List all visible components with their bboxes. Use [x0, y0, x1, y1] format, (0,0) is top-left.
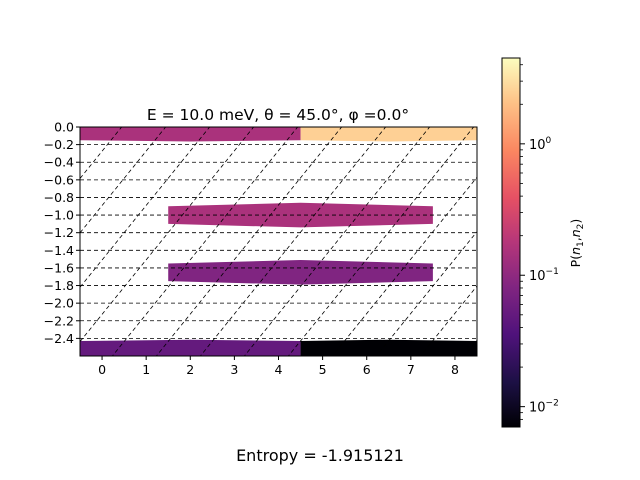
x-tick-label-8: 8: [451, 362, 459, 377]
y-tick-label-0: 0.0: [54, 120, 74, 135]
y-tick-label-6: −1.2: [44, 225, 74, 240]
diag-gridline-3: [80, 127, 167, 234]
diag-gridline-10: [287, 127, 475, 356]
diag-gridline-9: [243, 127, 431, 356]
x-tick-label-7: 7: [407, 362, 415, 377]
x-axis: 0 1 2 3 4 5 6 7 8: [98, 356, 459, 377]
y-tick-label-11: −2.2: [44, 313, 74, 328]
y-axis: 0.0 −0.2 −0.4 −0.6 −0.8 −1.0 −1.2 −1.4 −1.6 −1.8 −…: [44, 120, 80, 346]
diag-gridline-2: [80, 127, 123, 180]
x-tick-label-2: 2: [186, 362, 194, 377]
diag-gridline-7: [155, 127, 343, 356]
plot-background: [80, 127, 477, 356]
x-tick-label-6: 6: [363, 362, 371, 377]
gridlines: [80, 87, 640, 396]
colorbar-tick-label-2: 10−2: [529, 399, 559, 416]
diag-gridline-6: [111, 127, 299, 356]
diag-gridline-11: [331, 176, 477, 356]
x-tick-label-5: 5: [319, 362, 327, 377]
colorbar: 100 10−1 10−2 P(n1,n2): [501, 57, 586, 428]
heatmap-bands: [80, 127, 477, 356]
diag-gridline-15: [476, 87, 640, 396]
band-3-segment-1: [300, 339, 477, 356]
entropy-label: Entropy = -1.915121: [236, 446, 404, 465]
diag-gridline-13: [419, 285, 477, 356]
y-tick-label-2: −0.4: [44, 155, 74, 170]
y-tick-label-3: −0.6: [44, 172, 74, 187]
y-tick-label-4: −0.8: [44, 190, 74, 205]
y-tick-label-12: −2.4: [44, 331, 74, 346]
diag-gridline-5: [80, 127, 255, 343]
y-tick-label-1: −0.2: [44, 137, 74, 152]
x-tick-label-3: 3: [230, 362, 238, 377]
x-tick-label-0: 0: [98, 362, 106, 377]
band-0-segment-1: [300, 127, 477, 142]
diag-gridline-14: [463, 339, 477, 356]
x-tick-label-4: 4: [275, 362, 283, 377]
colorbar-ticks: 100 10−1 10−2: [520, 64, 559, 420]
plot-area: [79, 87, 640, 396]
colorbar-label: P(n1,n2): [568, 219, 586, 268]
colorbar-tick-label-1: 10−1: [529, 267, 559, 284]
y-tick-label-5: −1.0: [44, 208, 74, 223]
y-tick-label-7: −1.4: [44, 243, 74, 258]
band-2-segment-0: [168, 259, 433, 285]
y-tick-label-8: −1.6: [44, 260, 74, 275]
diag-gridline-12: [375, 230, 477, 356]
y-tick-label-9: −1.8: [44, 278, 74, 293]
band-0-segment-0: [80, 127, 301, 142]
y-tick-label-10: −2.0: [44, 296, 74, 311]
x-tick-label-1: 1: [142, 362, 150, 377]
diag-gridline-8: [199, 127, 387, 356]
diag-gridline-4: [80, 127, 211, 288]
colorbar-tick-label-0: 100: [529, 136, 552, 153]
colorbar-bar: [501, 57, 521, 428]
chart-title: E = 10.0 meV, θ = 45.0°, φ =0.0°: [147, 106, 409, 124]
band-3-segment-0: [80, 339, 301, 356]
